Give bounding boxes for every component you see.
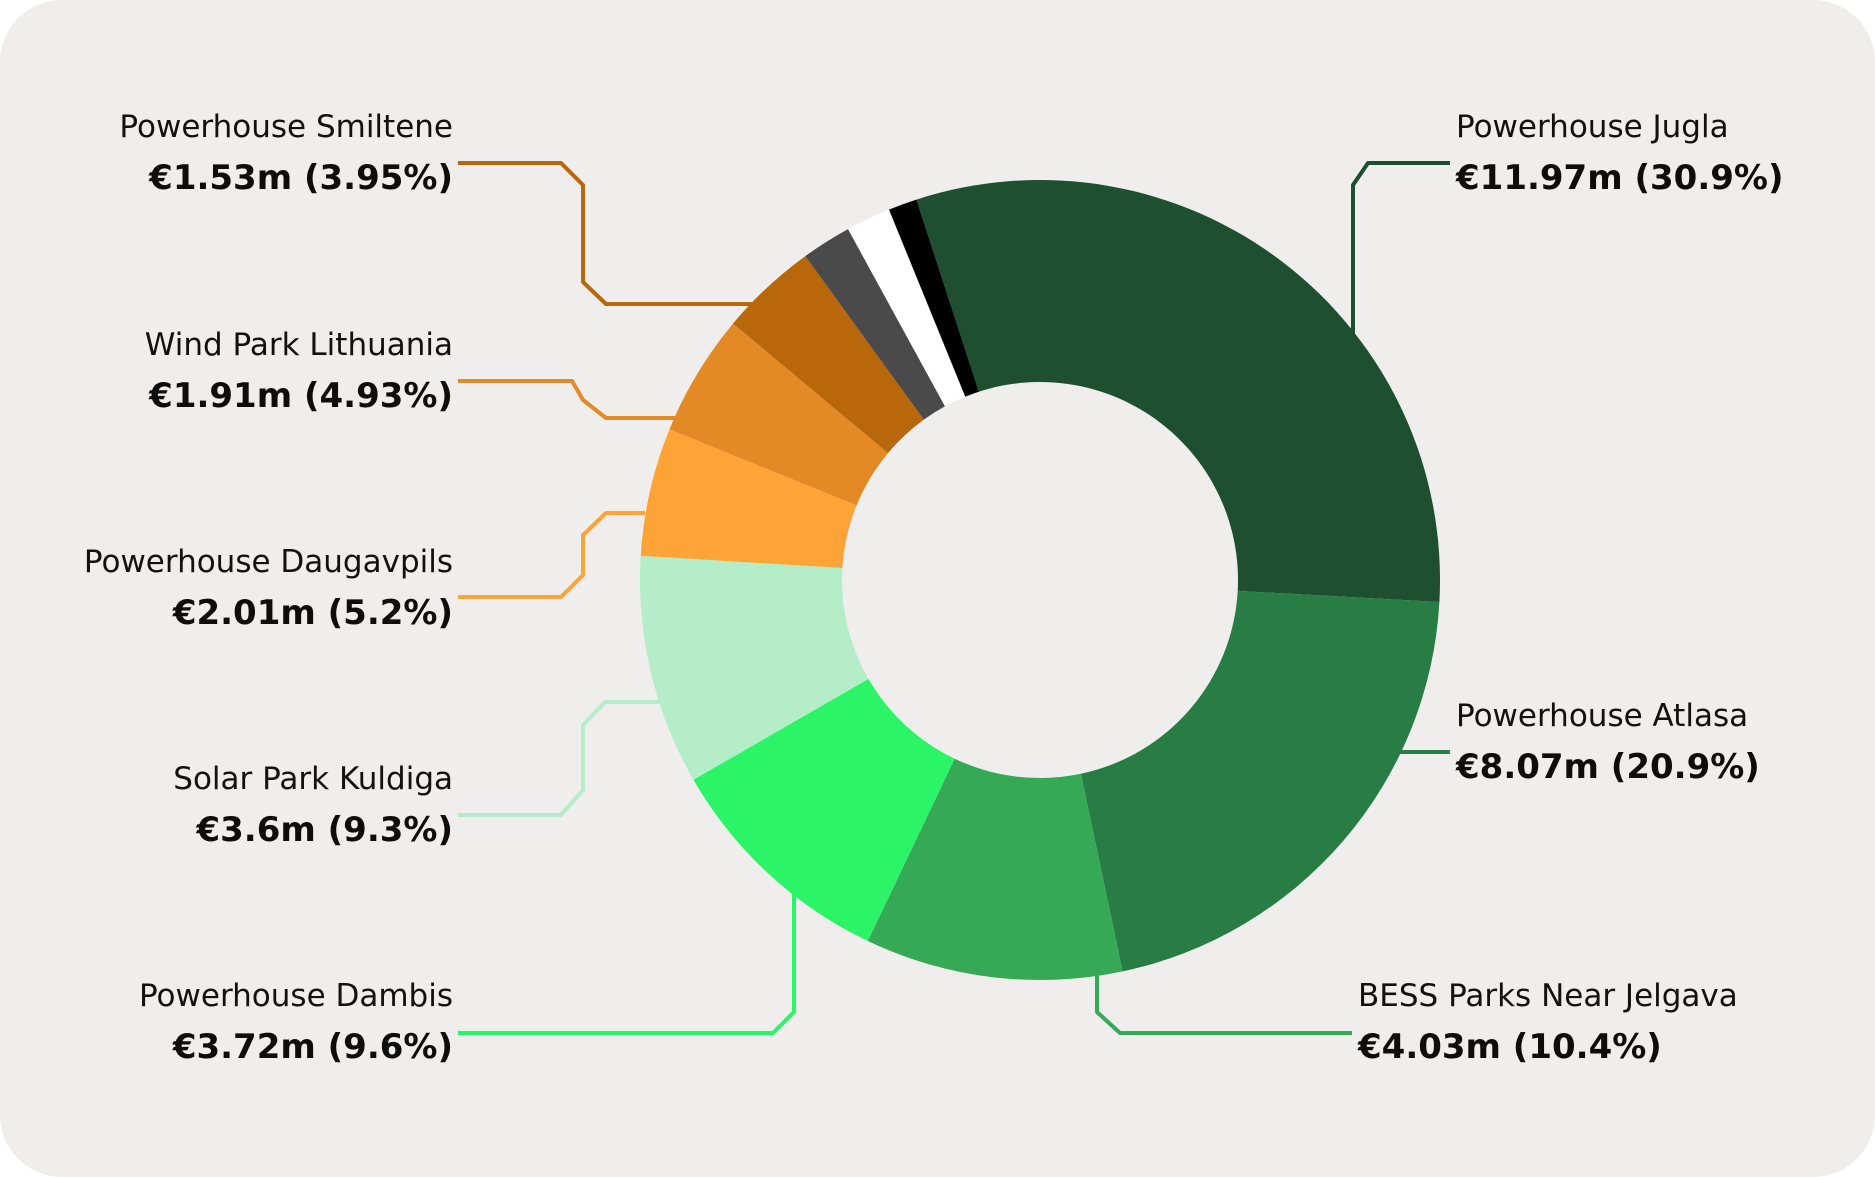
label-name-wind-park-lithuania: Wind Park Lithuania (145, 327, 453, 363)
label-name-solar-park-kuldiga: Solar Park Kuldiga (173, 761, 453, 797)
leader-line-powerhouse-daugavpils (458, 511, 645, 599)
label-value-wind-park-lithuania: €1.91m (4.93%) (148, 376, 453, 416)
label-value-powerhouse-dambis: €3.72m (9.6%) (172, 1027, 453, 1067)
label-value-powerhouse-daugavpils: €2.01m (5.2%) (172, 593, 453, 633)
slice-unlabeled-8 (805, 229, 945, 420)
leader-line-powerhouse-smiltene (458, 161, 758, 306)
slice-powerhouse-atlasa (1080, 590, 1440, 972)
label-value-powerhouse-atlasa: €8.07m (20.9%) (1455, 747, 1760, 787)
label-value-powerhouse-jugla: €11.97m (30.9%) (1455, 158, 1784, 198)
slice-unlabeled-10 (889, 199, 979, 397)
leader-line-wind-park-lithuania (458, 379, 676, 420)
slice-unlabeled-9 (848, 209, 966, 407)
label-name-powerhouse-smiltene: Powerhouse Smiltene (119, 109, 453, 145)
label-value-powerhouse-smiltene: €1.53m (3.95%) (148, 158, 453, 198)
slice-wind-park-lithuania (669, 323, 889, 506)
slice-powerhouse-daugavpils (640, 429, 857, 569)
slice-powerhouse-smiltene (733, 256, 924, 454)
slice-powerhouse-dambis (693, 678, 955, 942)
label-name-powerhouse-atlasa: Powerhouse Atlasa (1456, 698, 1748, 734)
leader-line-bess-parks-near-jelgava (1095, 975, 1352, 1035)
label-name-powerhouse-jugla: Powerhouse Jugla (1456, 109, 1729, 145)
label-name-powerhouse-dambis: Powerhouse Dambis (139, 978, 453, 1014)
label-value-solar-park-kuldiga: €3.6m (9.3%) (195, 810, 453, 850)
leader-line-powerhouse-dambis (458, 888, 796, 1035)
slice-bess-parks-near-jelgava (867, 758, 1123, 980)
slice-solar-park-kuldiga (640, 555, 869, 780)
slice-powerhouse-jugla (916, 180, 1440, 602)
label-name-powerhouse-daugavpils: Powerhouse Daugavpils (84, 544, 453, 580)
label-name-bess-parks-near-jelgava: BESS Parks Near Jelgava (1358, 978, 1738, 1014)
label-value-bess-parks-near-jelgava: €4.03m (10.4%) (1357, 1027, 1662, 1067)
leader-line-solar-park-kuldiga (458, 700, 660, 817)
leader-line-powerhouse-jugla (1351, 161, 1450, 337)
